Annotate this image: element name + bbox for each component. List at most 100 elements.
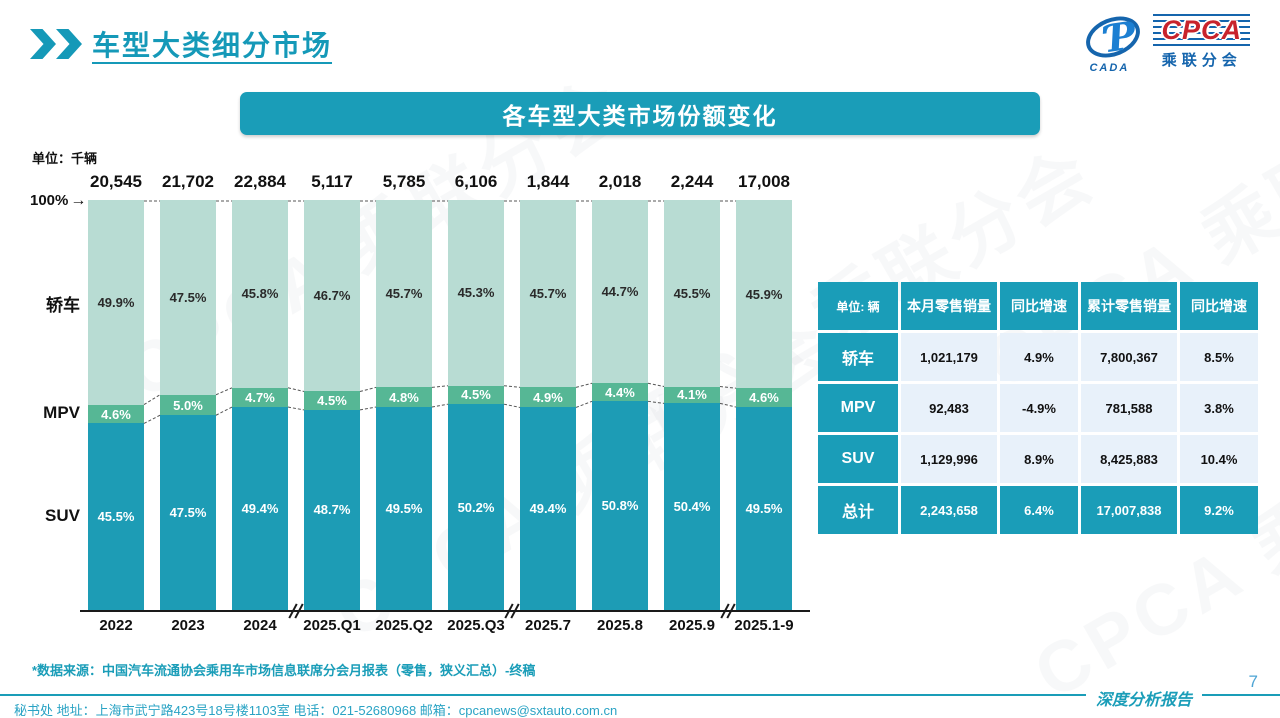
segment-SUV: 49.4% [520, 407, 576, 610]
stacked-bar-2025.7: 45.7% 4.9% 49.4% [520, 200, 576, 610]
segment-value-label: 4.7% [245, 389, 275, 405]
segment-value-label: 4.5% [461, 387, 491, 403]
stacked-bar-2022: 49.9% 4.6% 45.5% [88, 200, 144, 610]
stacked-bar-2025.Q3: 45.3% 4.5% 50.2% [448, 200, 504, 610]
series-label-MPV: MPV [43, 403, 80, 423]
table-cell: 10.4% [1180, 435, 1258, 483]
segment-value-label: 48.7% [313, 502, 351, 518]
segment-value-label: 50.2% [457, 499, 495, 515]
segment-SUV: 50.8% [592, 401, 648, 610]
segment-SUV: 50.4% [664, 403, 720, 610]
bar-total-label: 5,785 [382, 172, 426, 191]
table-header-cell: 单位: 辆 [818, 282, 898, 330]
x-axis-line [80, 610, 810, 612]
axis-100-label: 100% → [30, 192, 87, 209]
segment-MPV: 4.7% [232, 387, 288, 408]
segment-value-label: 45.8% [241, 286, 279, 302]
table-header-cell: 同比增速 [1000, 282, 1078, 330]
table-header-cell: 本月零售销量 [901, 282, 997, 330]
x-axis-tick-label: 2025.Q1 [303, 617, 361, 634]
segment-MPV: 4.6% [88, 404, 144, 424]
table-cell: 8,425,883 [1081, 435, 1177, 483]
table-cell: -4.9% [1000, 384, 1078, 432]
segment-value-label: 49.9% [97, 294, 135, 310]
table-cell: 3.8% [1180, 384, 1258, 432]
stacked-bar-2025.8: 44.7% 4.4% 50.8% [592, 200, 648, 610]
segment-value-label: 45.3% [457, 285, 495, 301]
table-row-label: SUV [818, 435, 898, 483]
logo-acronym: CPCA [1153, 14, 1250, 47]
logo-subtitle: 乘联分会 [1161, 52, 1242, 69]
segment-value-label: 4.6% [749, 390, 779, 406]
table-cell: 781,588 [1081, 384, 1177, 432]
segment-value-label: 4.8% [389, 389, 419, 405]
footer-divider [0, 694, 1280, 696]
segment-value-label: 4.5% [317, 393, 347, 409]
segment-MPV: 4.4% [592, 383, 648, 402]
stacked-bar-2025.9: 45.5% 4.1% 50.4% [664, 200, 720, 610]
stacked-bar-2025.1-9: 45.9% 4.6% 49.5% [736, 200, 792, 610]
chart-unit-label: 单位：千辆 [32, 151, 98, 166]
segment-value-label: 49.4% [241, 500, 279, 516]
bar-total-label: 17,008 [738, 172, 790, 191]
segment-MPV: 5.0% [160, 394, 216, 416]
x-axis-tick-label: 2025.7 [525, 617, 571, 634]
segment-value-label: 45.9% [745, 286, 783, 302]
series-label-轿车: 轿车 [46, 296, 80, 316]
table-cell: 8.5% [1180, 333, 1258, 381]
segment-轿车: 44.7% [592, 200, 648, 384]
series-label-SUV: SUV [45, 505, 80, 525]
table-header-cell: 累计零售销量 [1081, 282, 1177, 330]
segment-value-label: 5.0% [173, 397, 203, 413]
table-cell: 8.9% [1000, 435, 1078, 483]
segment-MPV: 4.9% [520, 387, 576, 408]
segment-SUV: 47.5% [160, 415, 216, 610]
segment-value-label: 4.6% [101, 406, 131, 422]
segment-value-label: 47.5% [169, 505, 207, 521]
segment-value-label: 50.8% [601, 497, 639, 513]
segment-SUV: 45.5% [88, 423, 144, 610]
arrow-right-icon: → [70, 192, 87, 209]
segment-轿车: 45.3% [448, 200, 504, 386]
emblem-text: CADA [1089, 62, 1130, 74]
bar-total-label: 6,106 [454, 172, 498, 191]
segment-轿车: 49.9% [88, 200, 144, 405]
bar-total-label: 2,244 [670, 172, 714, 191]
segment-value-label: 4.9% [533, 389, 563, 405]
segment-轿车: 47.5% [160, 200, 216, 395]
segment-MPV: 4.6% [736, 388, 792, 408]
table-cell: 2,243,658 [901, 486, 997, 534]
segment-轿车: 45.7% [520, 200, 576, 388]
table-cell: 4.9% [1000, 333, 1078, 381]
segment-MPV: 4.5% [448, 385, 504, 405]
segment-MPV: 4.8% [376, 387, 432, 408]
segment-value-label: 4.1% [677, 387, 707, 403]
segment-value-label: 45.5% [673, 285, 711, 301]
cpca-logo: Ƥ CADA CPCA 乘联分会 [1080, 8, 1250, 74]
header: 车型大类细分市场 [30, 24, 332, 64]
table-cell: 7,800,367 [1081, 333, 1177, 381]
segment-value-label: 44.7% [601, 284, 639, 300]
table-cell: 1,129,996 [901, 435, 997, 483]
connector-lines [143, 200, 737, 424]
segment-轿车: 45.5% [664, 200, 720, 387]
footer-contact: 秘书处 地址：上海市武宁路423号18号楼1103室 电话：021-526809… [14, 703, 618, 718]
segment-value-label: 49.5% [385, 501, 423, 517]
page-number: 7 [1248, 672, 1258, 691]
segment-value-label: 46.7% [313, 288, 351, 304]
segment-MPV: 4.1% [664, 386, 720, 404]
stacked-bar-chart: 49.9% 4.6% 45.5% 20,545 2022 47.5% 5.0% 47.5% 21… [43, 172, 793, 634]
x-axis-tick-label: 2025.9 [669, 617, 715, 634]
x-axis-tick-label: 2025.8 [597, 617, 643, 634]
stacked-bar-2025.Q2: 45.7% 4.8% 49.5% [376, 200, 432, 610]
segment-value-label: 47.5% [169, 289, 207, 305]
segment-轿车: 45.7% [376, 200, 432, 388]
x-axis-tick-label: 2022 [99, 617, 133, 634]
segment-轿车: 45.9% [736, 200, 792, 389]
segment-value-label: 50.4% [673, 499, 711, 515]
segment-SUV: 49.5% [376, 407, 432, 610]
table-cell: 9.2% [1180, 486, 1258, 534]
bar-total-label: 21,702 [162, 172, 214, 191]
segment-MPV: 4.5% [304, 391, 360, 410]
